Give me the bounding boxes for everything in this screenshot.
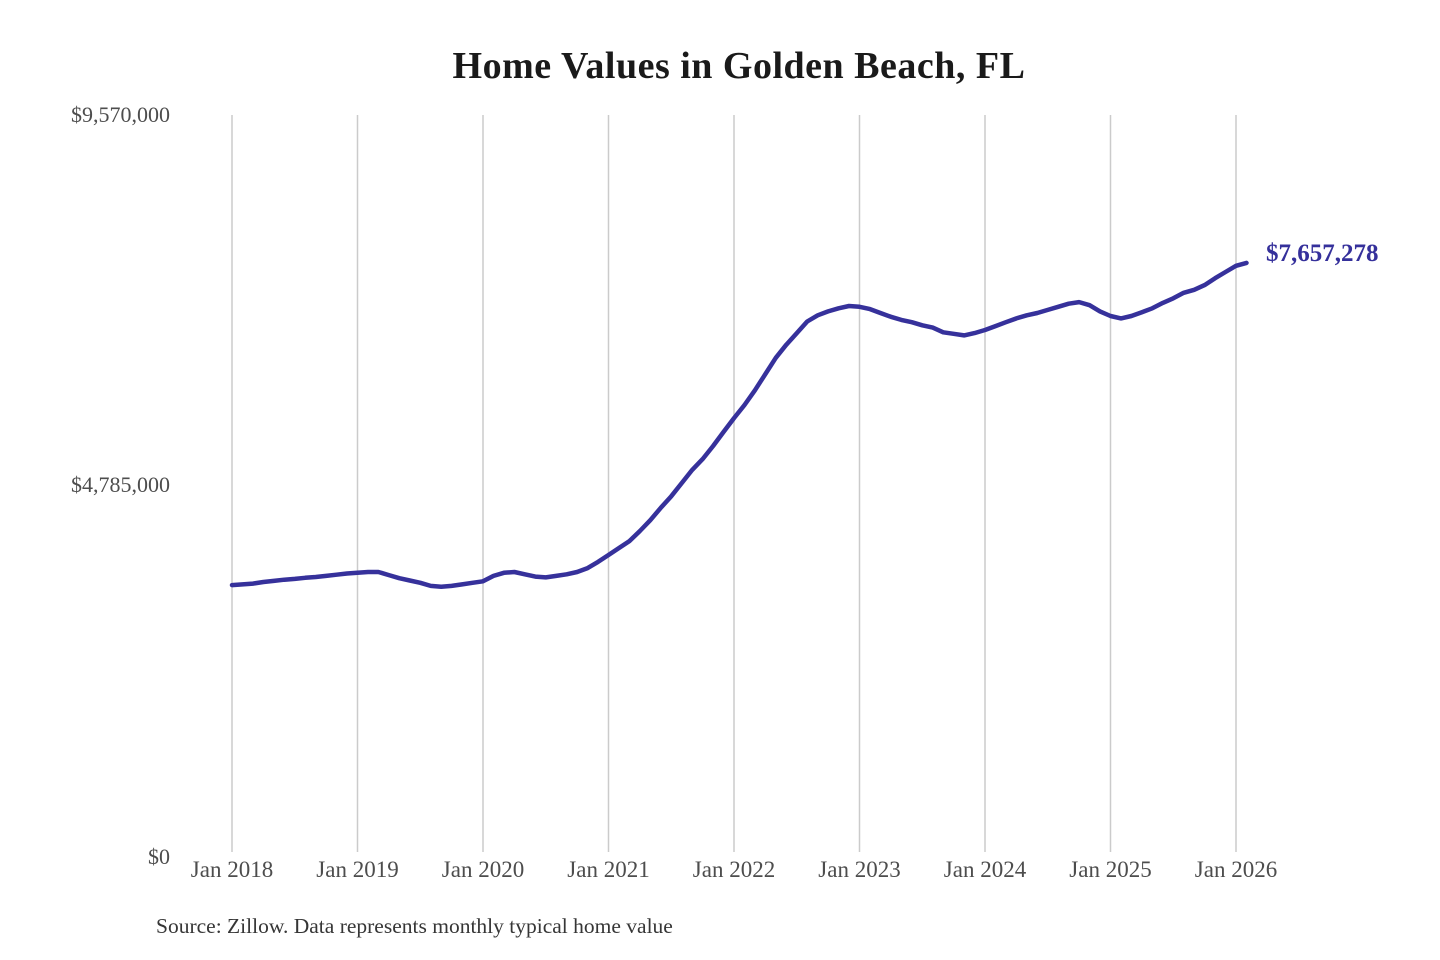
x-tick-label: Jan 2023 (818, 857, 901, 882)
x-tick-label: Jan 2020 (441, 857, 525, 882)
y-tick-label-mid: $4,785,000 (71, 472, 170, 497)
source-note: Source: Zillow. Data represents monthly … (156, 914, 673, 938)
x-tick-label: Jan 2024 (943, 857, 1027, 882)
x-tick-label: Jan 2018 (190, 857, 274, 882)
x-tick-label: Jan 2019 (316, 857, 399, 882)
chart-title: Home Values in Golden Beach, FL (452, 45, 1026, 87)
x-tick-label: Jan 2026 (1194, 857, 1278, 882)
x-tick-label: Jan 2021 (567, 857, 650, 882)
x-tick-label: Jan 2025 (1069, 857, 1152, 882)
y-tick-label-max: $9,570,000 (71, 102, 170, 127)
value-line (229, 260, 1249, 589)
x-tick-label: Jan 2022 (692, 857, 776, 882)
latest-value-label: $7,657,278 (1266, 240, 1379, 267)
y-tick-label-zero: $0 (148, 844, 170, 869)
